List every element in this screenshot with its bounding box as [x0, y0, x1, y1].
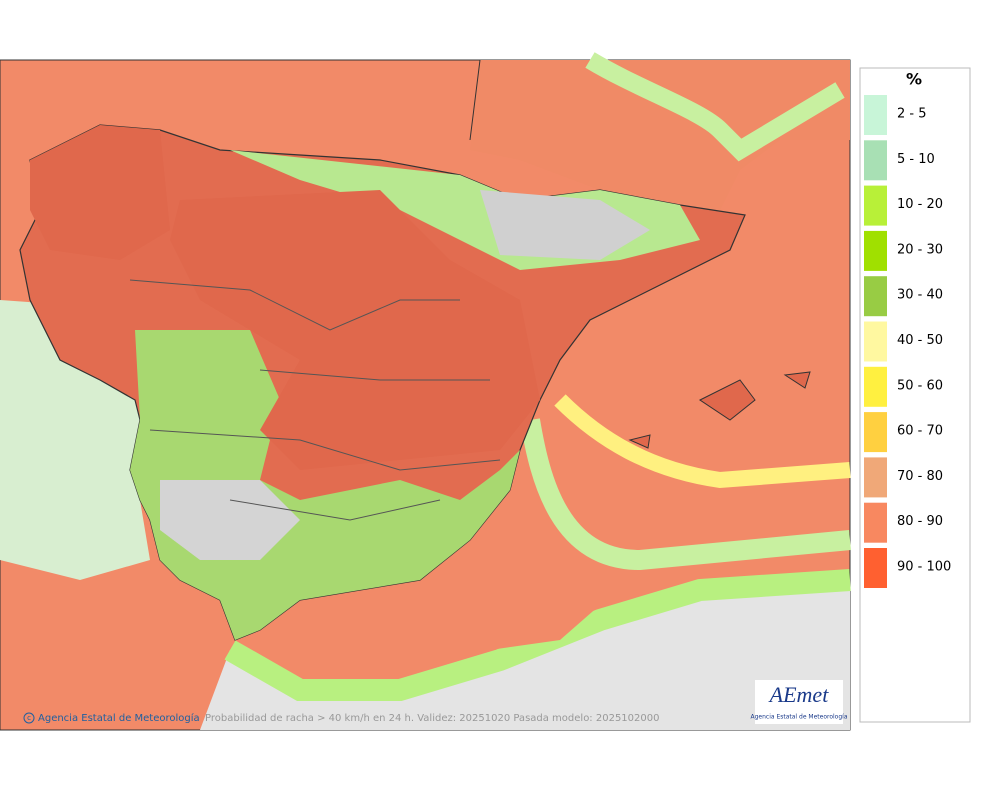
legend-label: 80 - 90 — [897, 514, 943, 529]
band — [554, 394, 851, 489]
galicia — [30, 125, 170, 260]
legend-swatch — [864, 457, 887, 498]
balearics — [628, 371, 811, 449]
band — [520, 418, 851, 571]
legend-label: 10 - 20 — [897, 197, 943, 212]
south-green — [130, 330, 520, 640]
legend-swatch — [864, 276, 887, 317]
legend-title: % — [906, 70, 922, 89]
legend-label: 20 - 30 — [897, 242, 943, 257]
france — [470, 60, 850, 210]
legend-swatch — [864, 185, 887, 226]
legend-swatch — [864, 412, 887, 453]
legend-label: 5 - 10 — [897, 152, 935, 167]
legend-label: 2 - 5 — [897, 107, 927, 122]
credit: Agencia Estatal de Meteorología — [38, 712, 200, 724]
legend-swatch — [864, 366, 887, 407]
legend-swatch — [864, 140, 887, 181]
legend-swatch — [864, 321, 887, 362]
legend-label: 60 - 70 — [897, 424, 943, 439]
pyrenees — [480, 190, 650, 260]
logo-box — [755, 680, 843, 724]
legend-swatch — [864, 502, 887, 543]
legend-swatch — [864, 95, 887, 135]
legend-label: 40 - 50 — [897, 333, 943, 348]
legend-swatch — [864, 548, 887, 588]
grey-area — [160, 480, 300, 560]
legend-label: 50 - 60 — [897, 378, 943, 393]
copyright-icon — [23, 712, 35, 724]
logo-subtitle: Agencia Estatal de Meteorología — [751, 714, 848, 721]
caption: Probabilidad de racha > 40 km/h en 24 h.… — [205, 713, 659, 724]
legend-label: 30 - 40 — [897, 288, 943, 303]
borders — [129, 279, 501, 521]
copyright-icon: c — [27, 714, 31, 722]
coast — [469, 59, 481, 141]
legend-label: 90 - 100 — [897, 560, 951, 575]
band — [224, 569, 851, 701]
legend-swatch — [864, 230, 887, 271]
alboran-red — [270, 560, 640, 660]
legend-label: 70 - 80 — [897, 469, 943, 484]
central-red — [170, 190, 540, 470]
logo: AEmet — [768, 682, 830, 707]
band — [585, 52, 845, 162]
